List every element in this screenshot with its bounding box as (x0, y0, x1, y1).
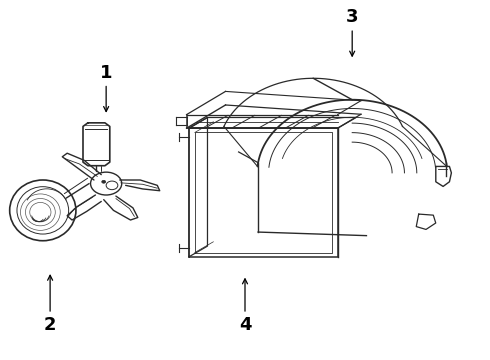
Text: 4: 4 (239, 316, 251, 334)
Text: 2: 2 (44, 316, 56, 334)
Text: 1: 1 (100, 64, 112, 82)
Text: 3: 3 (346, 9, 359, 27)
Circle shape (102, 180, 106, 183)
